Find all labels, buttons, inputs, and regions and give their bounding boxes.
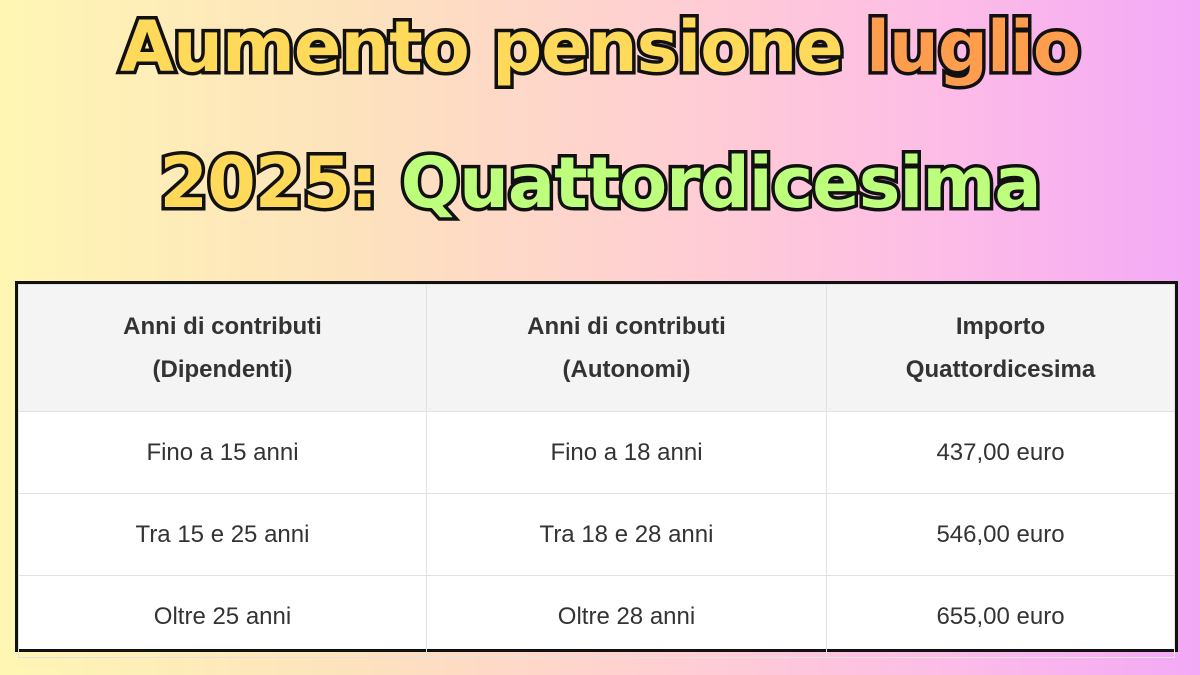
headline-highlight: luglio [862,6,1084,88]
table-cell: Fino a 15 anni [18,411,427,494]
headline-highlight: Quattordicesima [397,142,1045,224]
table-cell: 437,00 euro [826,411,1175,494]
table-cell: Fino a 18 anni [426,411,827,494]
table-header-row: Anni di contributi (Dipendenti) Anni di c… [18,284,1175,412]
header-dipendenti: Anni di contributi (Dipendenti) [18,284,427,412]
table-row: Fino a 15 anni Fino a 18 anni 437,00 eur… [18,411,1175,494]
headline-line-1: Aumento pensione luglio [0,9,1200,86]
table-cell: Oltre 28 anni [426,575,827,658]
table-row: Oltre 25 anni Oltre 28 anni 655,00 euro [18,575,1175,658]
headline-text: 2025: [156,142,401,224]
headline-text: Aumento pensione [116,6,866,88]
table-cell: Tra 18 e 28 anni [426,493,827,576]
header-line: (Dipendenti) [152,356,293,383]
header-line: Quattordicesima [905,356,1096,383]
table-cell: Tra 15 e 25 anni [18,493,427,576]
header-importo: Importo Quattordicesima [826,284,1175,412]
table-cell: Oltre 25 anni [18,575,427,658]
header-line: Anni di contributi [123,313,322,340]
table-cell: 655,00 euro [826,575,1175,658]
header-line: (Autonomi) [562,356,691,383]
table-cell: 546,00 euro [826,493,1175,576]
header-line: Anni di contributi [527,313,726,340]
table-row: Tra 15 e 25 anni Tra 18 e 28 anni 546,00… [18,493,1175,576]
quattordicesima-table: Anni di contributi (Dipendenti) Anni di c… [15,281,1178,658]
header-autonomi: Anni di contributi (Autonomi) [426,284,827,412]
headline-line-2: 2025: Quattordicesima [0,145,1200,222]
header-line: Importo [955,313,1046,340]
